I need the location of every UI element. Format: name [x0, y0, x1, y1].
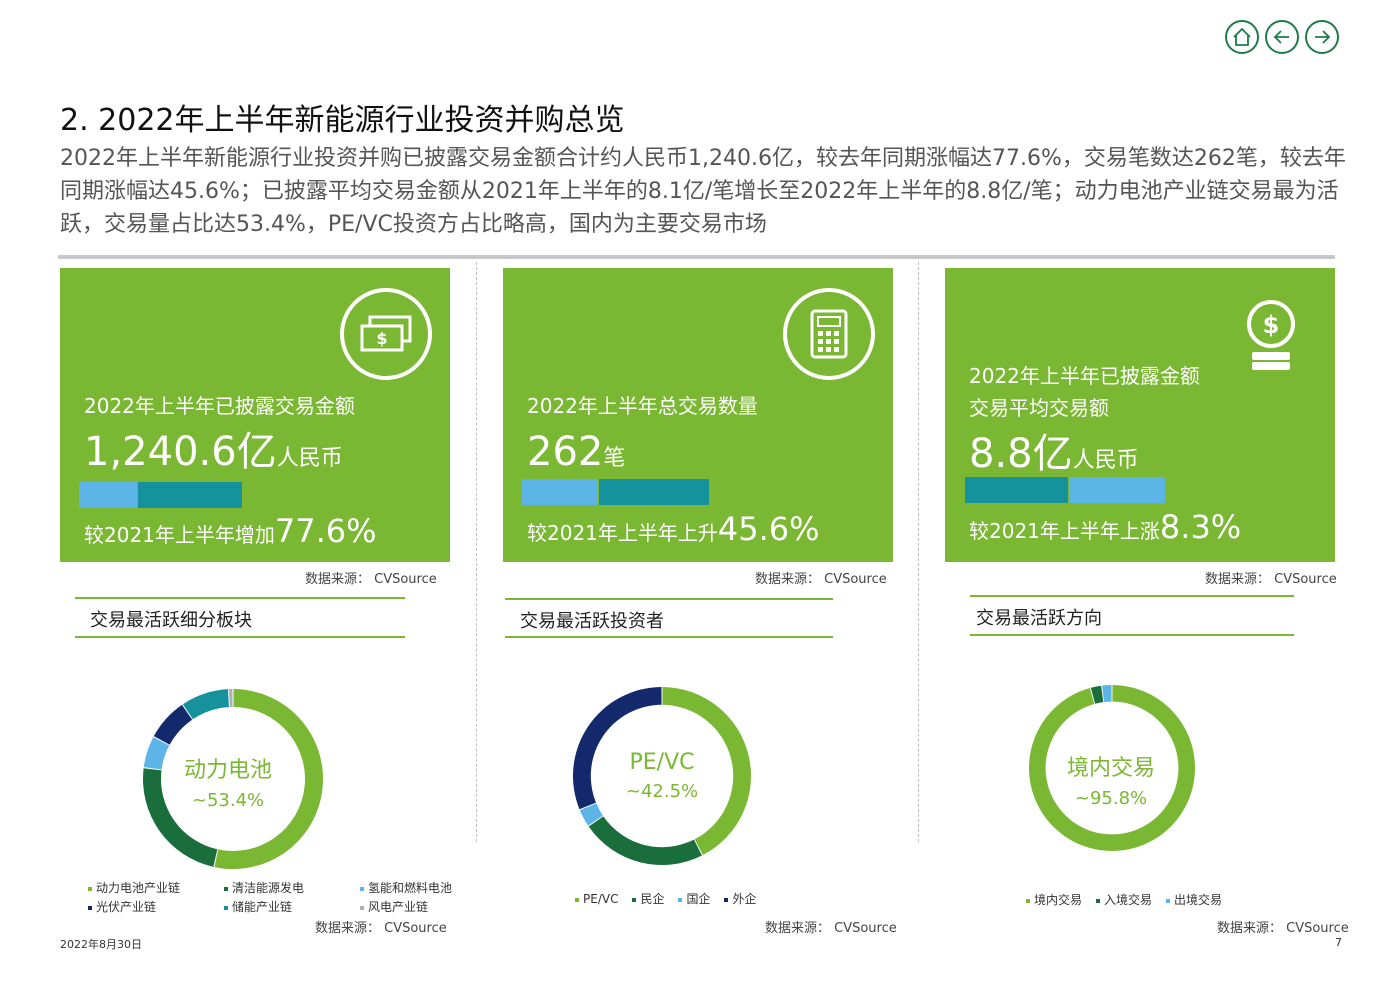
comparison-bar-2021 — [521, 478, 599, 506]
donut-slice-2 — [143, 737, 170, 770]
donut-center-label: 境内交易 ~95.8% — [1066, 756, 1155, 809]
coin-stack-icon: $ — [1225, 288, 1317, 380]
home-icon — [1233, 27, 1251, 46]
home-button[interactable] — [1225, 20, 1259, 54]
donut-center-label: PE/VC ~42.5% — [625, 750, 699, 802]
calculator-icon — [783, 288, 875, 380]
legend-item: 风电产业链 — [360, 898, 428, 917]
column-divider — [476, 262, 477, 842]
comparison-bar-2022 — [598, 478, 710, 506]
section-rule — [75, 636, 405, 638]
legend-item: PE/VC — [575, 890, 618, 909]
card-value: 262笔 — [527, 429, 626, 475]
legend-item: 光伏产业链 — [88, 898, 206, 917]
card-label: 2022年上半年总交易数量 — [527, 394, 758, 418]
section-rule — [970, 595, 1294, 597]
legend-item: 氢能和燃料电池 — [360, 879, 452, 898]
donut-slice-3 — [153, 704, 193, 745]
legend-item: 民企 — [632, 890, 664, 909]
donut-slice-1 — [1090, 685, 1104, 704]
card-label-line2: 交易平均交易额 — [969, 396, 1109, 420]
donut-slice-0 — [662, 687, 751, 856]
donut-chart-investors — [573, 687, 751, 865]
section-rule — [970, 634, 1294, 636]
legend-item: 清洁能源发电 — [224, 879, 342, 898]
card-comparison: 较2021年上半年上涨8.3% — [969, 508, 1242, 546]
donut-slice-1 — [143, 768, 218, 867]
column-divider — [918, 262, 919, 842]
section-title: 交易最活跃方向 — [976, 608, 1102, 629]
donut-chart-sectors — [143, 689, 323, 869]
card-comparison: 较2021年上半年上升45.6% — [527, 510, 820, 548]
source-note: 数据来源： CVSource — [1217, 921, 1349, 936]
source-note: 数据来源： CVSource — [755, 572, 887, 587]
donut-chart-direction — [1029, 685, 1195, 851]
source-note: 数据来源： CVSource — [1205, 572, 1337, 587]
header-divider — [58, 255, 1335, 259]
card-label: 2022年上半年已披露金额 — [969, 364, 1200, 388]
forward-button[interactable] — [1305, 20, 1339, 54]
donut-slice-2 — [579, 803, 603, 826]
donut-slice-5 — [229, 689, 233, 708]
donut-slice-1 — [588, 816, 702, 865]
legend-item: 出境交易 — [1166, 891, 1222, 910]
section-rule — [75, 597, 405, 599]
legend-item: 国企 — [678, 890, 710, 909]
chart-legend: PE/VC 民企 国企 外企 — [575, 890, 757, 909]
page-number: 7 — [1335, 936, 1342, 949]
banknote-icon: $ — [340, 288, 432, 380]
source-note: 数据来源： CVSource — [315, 921, 447, 936]
donut-slice-2 — [1102, 685, 1112, 703]
section-rule — [505, 598, 833, 600]
legend-item: 动力电池产业链 — [88, 879, 206, 898]
card-label: 2022年上半年已披露交易金额 — [84, 394, 355, 418]
comparison-bar-2021 — [964, 476, 1069, 504]
section-rule — [505, 636, 833, 638]
legend-item: 外企 — [724, 890, 757, 909]
section-title: 交易最活跃投资者 — [520, 611, 664, 632]
donut-center-label: 动力电池 ~53.4% — [183, 758, 272, 811]
card-comparison: 较2021年上半年增加77.6% — [84, 512, 377, 550]
source-note: 数据来源： CVSource — [305, 572, 437, 587]
metric-card-average: $ 2022年上半年已披露金额 交易平均交易额 8.8亿人民币 较2021年上半… — [945, 268, 1335, 562]
legend-item: 境内交易 — [1026, 891, 1082, 910]
arrow-left-icon — [1273, 30, 1289, 44]
metric-card-amount: $ 2022年上半年已披露交易金额 1,240.6亿人民币 较2021年上半年增… — [60, 268, 450, 562]
card-value: 8.8亿人民币 — [969, 431, 1139, 477]
chart-legend: 动力电池产业链 清洁能源发电 氢能和燃料电池 光伏产业链 储能产业链 风电产业链 — [88, 879, 452, 917]
arrow-right-icon — [1315, 30, 1331, 44]
svg-text:$: $ — [1263, 311, 1280, 339]
comparison-bar-2022 — [1068, 476, 1166, 504]
donut-slice-0 — [214, 689, 323, 869]
back-button[interactable] — [1265, 20, 1299, 54]
metric-card-count: 2022年上半年总交易数量 262笔 较2021年上半年上升45.6% — [503, 268, 893, 562]
donut-slice-3 — [573, 687, 662, 810]
svg-text:$: $ — [376, 329, 387, 348]
card-value: 1,240.6亿人民币 — [84, 429, 343, 475]
section-title: 交易最活跃细分板块 — [90, 610, 252, 631]
chart-legend: 境内交易 入境交易 出境交易 — [1026, 891, 1222, 910]
comparison-bar-2021 — [78, 481, 138, 509]
summary-text: 2022年上半年新能源行业投资并购已披露交易金额合计约人民币1,240.6亿，较… — [60, 146, 1346, 237]
footer-date: 2022年8月30日 — [60, 938, 142, 951]
legend-item: 储能产业链 — [224, 898, 342, 917]
page-title: 2. 2022年上半年新能源行业投资并购总览 — [60, 103, 625, 138]
comparison-bar-2022 — [137, 481, 243, 509]
legend-item: 入境交易 — [1096, 891, 1152, 910]
donut-slice-4 — [182, 689, 229, 720]
source-note: 数据来源： CVSource — [765, 921, 897, 936]
